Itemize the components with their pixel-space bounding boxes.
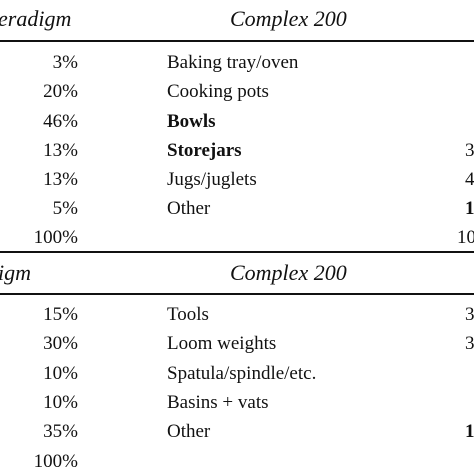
table1-row-label: Other xyxy=(167,198,211,219)
table1-row-count: 3 xyxy=(465,140,474,161)
table1-row-label: Jugs/juglets xyxy=(167,169,257,190)
table1-row-count: 4 xyxy=(465,169,474,190)
table1-header-complex: Complex 200 xyxy=(230,6,347,31)
table2-total-percent: 100% xyxy=(33,451,78,472)
table1-row-percent: 46% xyxy=(43,111,78,132)
table2-row-percent: 30% xyxy=(43,333,78,354)
table2-row-label: Basins + vats xyxy=(167,392,269,413)
table2-row-percent: 15% xyxy=(43,304,78,325)
table2-header-complex: Complex 200 xyxy=(230,260,347,285)
table1-header-paradigm: eradigm xyxy=(0,6,72,31)
table1-row-label: Cooking pots xyxy=(167,81,269,102)
table1-row-percent: 5% xyxy=(52,198,78,219)
table1-row-percent: 20% xyxy=(43,81,78,102)
table2-header-rule xyxy=(0,293,474,295)
table1-bottom-rule xyxy=(0,251,474,253)
table1-total-count: 10 xyxy=(457,227,474,248)
table2-row-label: Other xyxy=(167,421,211,442)
table1-row-percent: 13% xyxy=(43,140,78,161)
table2-header-paradigm: igm xyxy=(0,260,31,285)
table2-row-count: 1 xyxy=(465,421,474,442)
table2-row-percent: 35% xyxy=(43,421,78,442)
table1-row-percent: 3% xyxy=(52,52,78,73)
table1-row-label: Bowls xyxy=(167,111,216,132)
table1-total-percent: 100% xyxy=(33,227,78,248)
table2-row-count: 3 xyxy=(465,304,474,325)
table1-row-label: Storejars xyxy=(167,140,242,161)
table2-row-percent: 10% xyxy=(43,363,78,384)
table2-row-label: Spatula/spindle/etc. xyxy=(167,363,317,384)
table1-header-rule xyxy=(0,40,474,42)
table1-row-count: 1 xyxy=(465,198,474,219)
table1-row-percent: 13% xyxy=(43,169,78,190)
table2-row-label: Tools xyxy=(167,304,209,325)
table1-row-label: Baking tray/oven xyxy=(167,52,299,73)
table2-row-count: 3 xyxy=(465,333,474,354)
table2-row-percent: 10% xyxy=(43,392,78,413)
table2-row-label: Loom weights xyxy=(167,333,277,354)
